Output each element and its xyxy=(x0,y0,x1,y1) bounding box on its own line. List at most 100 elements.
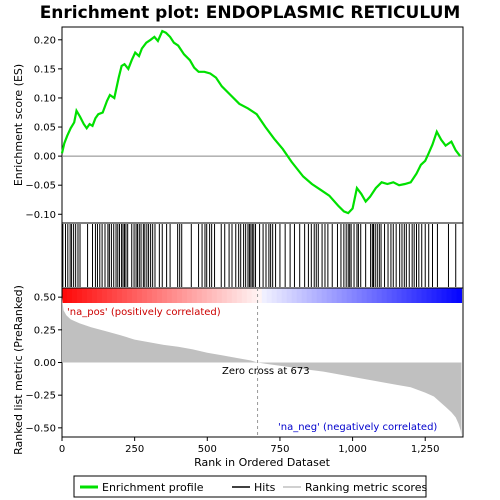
color-bar-segment xyxy=(67,288,72,303)
x-tick-label: 0 xyxy=(59,444,65,455)
es-y-tick-label: 0.10 xyxy=(34,93,56,104)
legend-hits-label: Hits xyxy=(254,481,276,494)
x-tick-label: 750 xyxy=(270,444,289,455)
color-bar-segment xyxy=(387,288,392,303)
color-bar-segment xyxy=(82,288,87,303)
color-bar-segment xyxy=(372,288,377,303)
color-bar-segment xyxy=(117,288,122,303)
color-bar-segment xyxy=(62,288,67,303)
x-axis-label: Rank in Ordered Dataset xyxy=(194,456,331,469)
color-bar-segment xyxy=(87,288,92,303)
color-bar-segment xyxy=(102,288,107,303)
color-bar-segment xyxy=(432,288,437,303)
color-bar-segment xyxy=(112,288,117,303)
color-bar-segment xyxy=(217,288,222,303)
metric-y-tick-label: −0.25 xyxy=(25,391,56,402)
color-bar-segment xyxy=(327,288,332,303)
color-bar-segment xyxy=(332,288,337,303)
color-bar-segment xyxy=(352,288,357,303)
color-bar-segment xyxy=(427,288,432,303)
color-bar-segment xyxy=(122,288,127,303)
color-bar-segment xyxy=(207,288,212,303)
color-bar-segment xyxy=(367,288,372,303)
color-bar-segment xyxy=(312,288,317,303)
color-bar-segment xyxy=(227,288,232,303)
pos-annotation: 'na_pos' (positively correlated) xyxy=(67,307,221,318)
metric-y-tick-label: 0.50 xyxy=(34,293,56,304)
color-bar-segment xyxy=(197,288,202,303)
color-bar-segment xyxy=(162,288,167,303)
color-bar-segment xyxy=(147,288,152,303)
hits-frame xyxy=(62,223,463,288)
color-bar-segment xyxy=(172,288,177,303)
color-bar-segment xyxy=(272,288,277,303)
color-bar-segment xyxy=(282,288,287,303)
color-bar-segment xyxy=(132,288,137,303)
color-bar-segment xyxy=(252,288,257,303)
color-bar-segment xyxy=(127,288,132,303)
color-bar-segment xyxy=(222,288,227,303)
color-bar-segment xyxy=(392,288,397,303)
es-y-axis-label: Enrichment score (ES) xyxy=(12,64,25,186)
es-y-tick-label: −0.05 xyxy=(25,181,56,192)
color-bar-segment xyxy=(242,288,247,303)
color-bar-segment xyxy=(97,288,102,303)
color-bar-segment xyxy=(142,288,147,303)
color-bar-segment xyxy=(237,288,242,303)
es-y-tick-label: 0.20 xyxy=(34,35,56,46)
color-bar-segment xyxy=(347,288,352,303)
color-bar-segment xyxy=(447,288,452,303)
color-bar-segment xyxy=(317,288,322,303)
color-bar-segment xyxy=(72,288,77,303)
color-bar-segment xyxy=(377,288,382,303)
color-bar-segment xyxy=(342,288,347,303)
legend-enrichment-label: Enrichment profile xyxy=(102,481,204,494)
es-y-tick-label: 0.05 xyxy=(34,123,56,134)
color-bar-segment xyxy=(357,288,362,303)
zero-cross-annotation: Zero cross at 673 xyxy=(222,366,310,377)
color-bar-segment xyxy=(137,288,142,303)
color-bar-segment xyxy=(262,288,267,303)
color-bar-segment xyxy=(192,288,197,303)
color-bar-segment xyxy=(322,288,327,303)
metric-panel: −0.50−0.250.000.250.50 'na_pos' (positiv… xyxy=(25,288,463,437)
color-bar-segment xyxy=(302,288,307,303)
color-bar-segment xyxy=(337,288,342,303)
color-bar-segment xyxy=(177,288,182,303)
x-tick-label: 500 xyxy=(198,444,217,455)
es-y-tick-label: −0.10 xyxy=(25,210,56,221)
x-tick-label: 1,250 xyxy=(411,444,440,455)
color-bar-segment xyxy=(437,288,442,303)
legend-metric-label: Ranking metric scores xyxy=(305,481,427,494)
color-bar-segment xyxy=(287,288,292,303)
color-bar-segment xyxy=(277,288,282,303)
color-bar-segment xyxy=(397,288,402,303)
color-bar-segment xyxy=(382,288,387,303)
es-y-ticks: −0.10 −0.05 0.00 0.05 0.10 0.15 0.20 xyxy=(25,35,62,220)
color-bar-segment xyxy=(247,288,252,303)
color-bar-segment xyxy=(452,288,457,303)
color-bar-segment xyxy=(77,288,82,303)
color-bar-segment xyxy=(412,288,417,303)
color-bar-segment xyxy=(307,288,312,303)
x-tick-label: 250 xyxy=(125,444,144,455)
color-bar-segment xyxy=(182,288,187,303)
neg-annotation: 'na_neg' (negatively correlated) xyxy=(278,422,437,433)
color-bar-segment xyxy=(92,288,97,303)
color-bar-segment xyxy=(362,288,367,303)
color-bar-segment xyxy=(402,288,407,303)
hit-marks xyxy=(63,224,456,287)
color-bar-segment xyxy=(292,288,297,303)
metric-y-tick-label: 0.00 xyxy=(34,358,56,369)
es-y-tick-label: 0.15 xyxy=(34,64,56,75)
color-bar-segment xyxy=(417,288,422,303)
color-bar-segment xyxy=(187,288,192,303)
chart-title: Enrichment plot: ENDOPLASMIC RETICULUM xyxy=(40,3,461,23)
metric-y-tick-label: 0.25 xyxy=(34,325,56,336)
color-bar-segment xyxy=(407,288,412,303)
color-bar-segment xyxy=(212,288,217,303)
es-frame xyxy=(62,27,463,223)
color-bar-segment xyxy=(167,288,172,303)
color-bar-segment xyxy=(457,288,462,303)
